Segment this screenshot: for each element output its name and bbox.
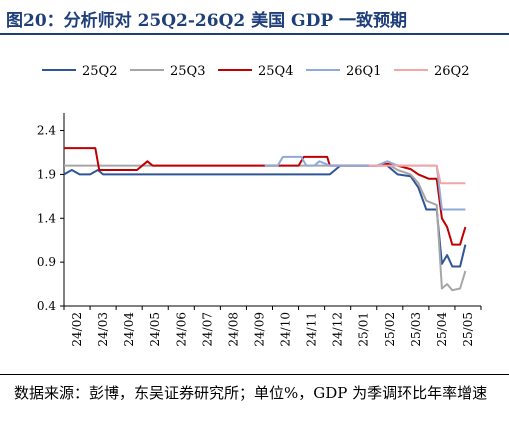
x-tick-label: 24/10 xyxy=(279,312,293,347)
x-tick-label: 25/01 xyxy=(357,312,371,347)
x-tick-label: 24/04 xyxy=(122,312,136,347)
y-tick-label: 0.9 xyxy=(37,255,56,269)
title-divider xyxy=(0,33,509,35)
series-line-26q2 xyxy=(368,164,466,185)
x-tick-label: 24/07 xyxy=(200,312,214,347)
x-tick-label: 24/12 xyxy=(331,312,345,347)
legend-label-25q4: 25Q4 xyxy=(258,64,293,79)
source-note: 数据来源：彭博，东吴证券研究所；单位%，GDP 为季调环比年率增速 xyxy=(14,384,488,402)
line-chart: 25Q2 25Q3 25Q4 26Q1 26Q2 0.4 0.9 1.4 1.9 2.4 24/0… xyxy=(37,64,482,347)
x-tick-label: 25/02 xyxy=(383,312,397,347)
x-tick-label: 24/03 xyxy=(96,312,110,347)
x-tick-label: 25/03 xyxy=(409,312,423,347)
x-tick-label: 25/04 xyxy=(435,312,449,347)
series-line-26q1 xyxy=(264,155,466,211)
footer-divider xyxy=(0,374,509,375)
series-line-25q2 xyxy=(63,164,467,268)
x-tick-label: 24/11 xyxy=(305,312,319,347)
tick-labels: 0.4 0.9 1.4 1.9 2.4 24/02 24/03 24/04 24/05 24/06… xyxy=(37,124,475,347)
y-tick-label: 1.9 xyxy=(37,167,56,181)
x-tick-label: 24/02 xyxy=(70,312,84,347)
series-line-25q4 xyxy=(64,147,467,246)
chart-title: 图20：分析师对 25Q2-26Q2 美国 GDP 一致预期 xyxy=(6,11,408,31)
series-line-25q3 xyxy=(64,162,467,292)
axes xyxy=(60,113,482,310)
x-tick-label: 25/05 xyxy=(461,312,475,347)
legend: 25Q2 25Q3 25Q4 26Q1 26Q2 xyxy=(42,64,469,79)
y-tick-label: 1.4 xyxy=(37,211,56,225)
legend-label-25q3: 25Q3 xyxy=(170,64,205,79)
series-lines xyxy=(63,147,467,292)
y-tick-label: 0.4 xyxy=(37,299,56,313)
legend-label-26q1: 26Q1 xyxy=(346,64,381,79)
x-tick-label: 24/08 xyxy=(226,312,240,347)
x-tick-label: 24/05 xyxy=(148,312,162,347)
x-tick-label: 24/09 xyxy=(252,312,266,347)
x-tick-label: 24/06 xyxy=(174,312,188,347)
y-tick-label: 2.4 xyxy=(37,124,56,138)
legend-label-26q2: 26Q2 xyxy=(434,64,469,79)
legend-label-25q2: 25Q2 xyxy=(82,64,117,79)
